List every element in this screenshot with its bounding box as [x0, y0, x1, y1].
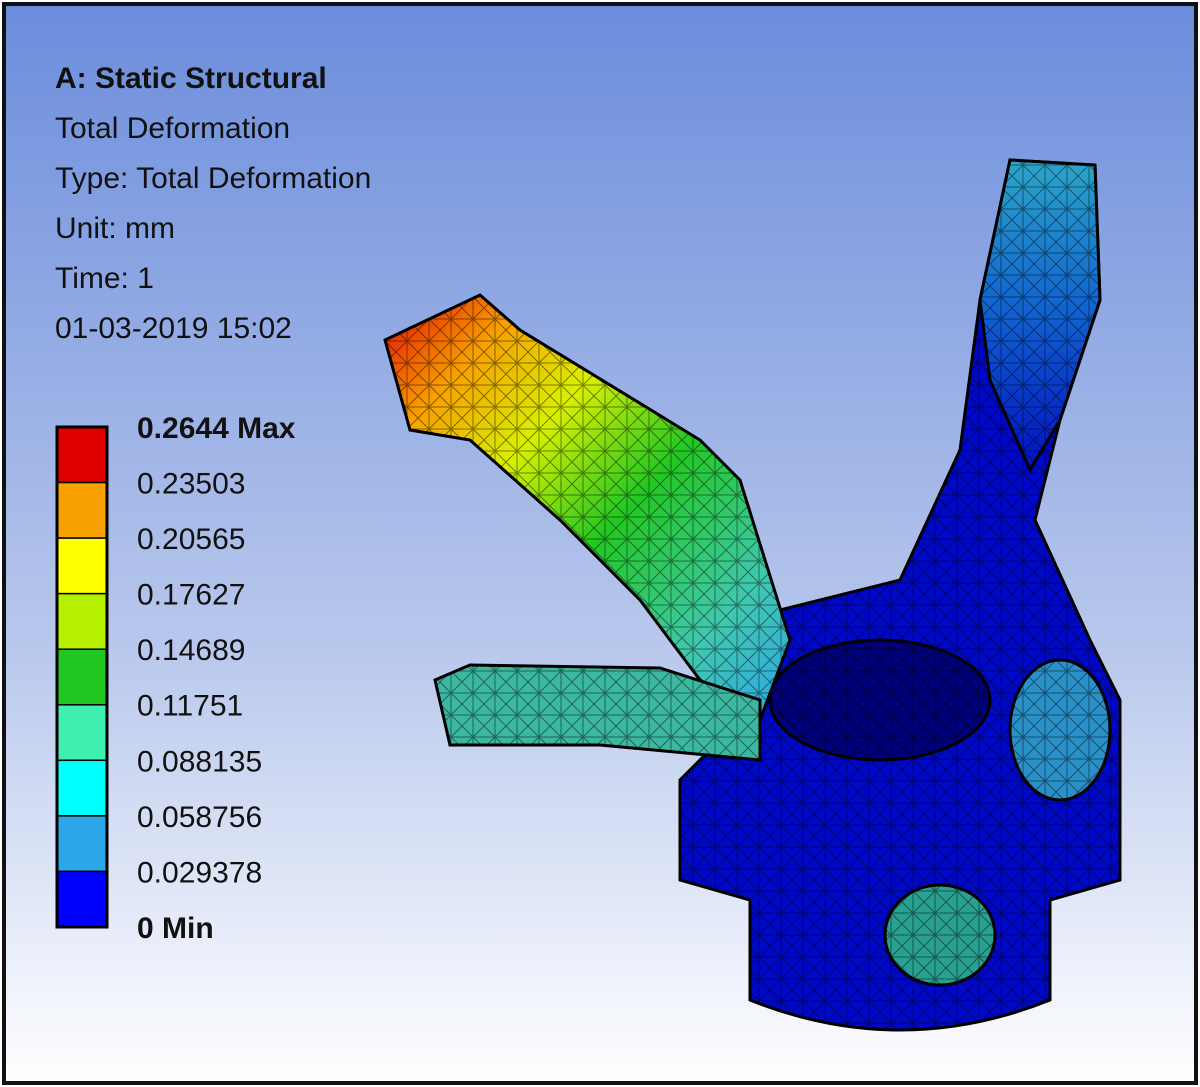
legend-label: 0.088135	[137, 745, 262, 778]
legend-label: 0.23503	[137, 467, 245, 500]
header-line: Type: Total Deformation	[55, 162, 371, 195]
header-title: A: Static Structural	[55, 62, 327, 95]
header-line: Total Deformation	[55, 112, 290, 145]
legend-frame	[55, 425, 109, 929]
legend-label: 0.20565	[137, 523, 245, 556]
legend-label: 0 Min	[137, 912, 214, 945]
legend-band	[56, 704, 108, 762]
header-line: Time: 1	[55, 262, 154, 295]
legend-label: 0.2644 Max	[137, 412, 296, 445]
legend-label: 0.17627	[137, 579, 245, 612]
legend-label: 0.029378	[137, 856, 262, 889]
legend-band	[56, 426, 108, 484]
header-lines: Total Deformation Type: Total Deformation…	[55, 112, 371, 345]
legend-band	[56, 537, 108, 595]
legend-label: 0.11751	[137, 690, 243, 723]
legend-band	[56, 759, 108, 817]
model	[383, 158, 1122, 1032]
legend-label: 0.058756	[137, 801, 262, 834]
legend-band	[56, 592, 108, 650]
legend-band	[56, 648, 108, 706]
header-line: 01-03-2019 15:02	[55, 312, 292, 345]
legend-label: 0.14689	[137, 634, 245, 667]
legend-band	[56, 815, 108, 873]
legend-band	[56, 481, 108, 539]
legend: 0.2644 Max 0.23503 0.20565 0.17627 0.14689 0.…	[55, 412, 296, 945]
legend-band	[56, 870, 108, 928]
header-line: Unit: mm	[55, 212, 175, 245]
